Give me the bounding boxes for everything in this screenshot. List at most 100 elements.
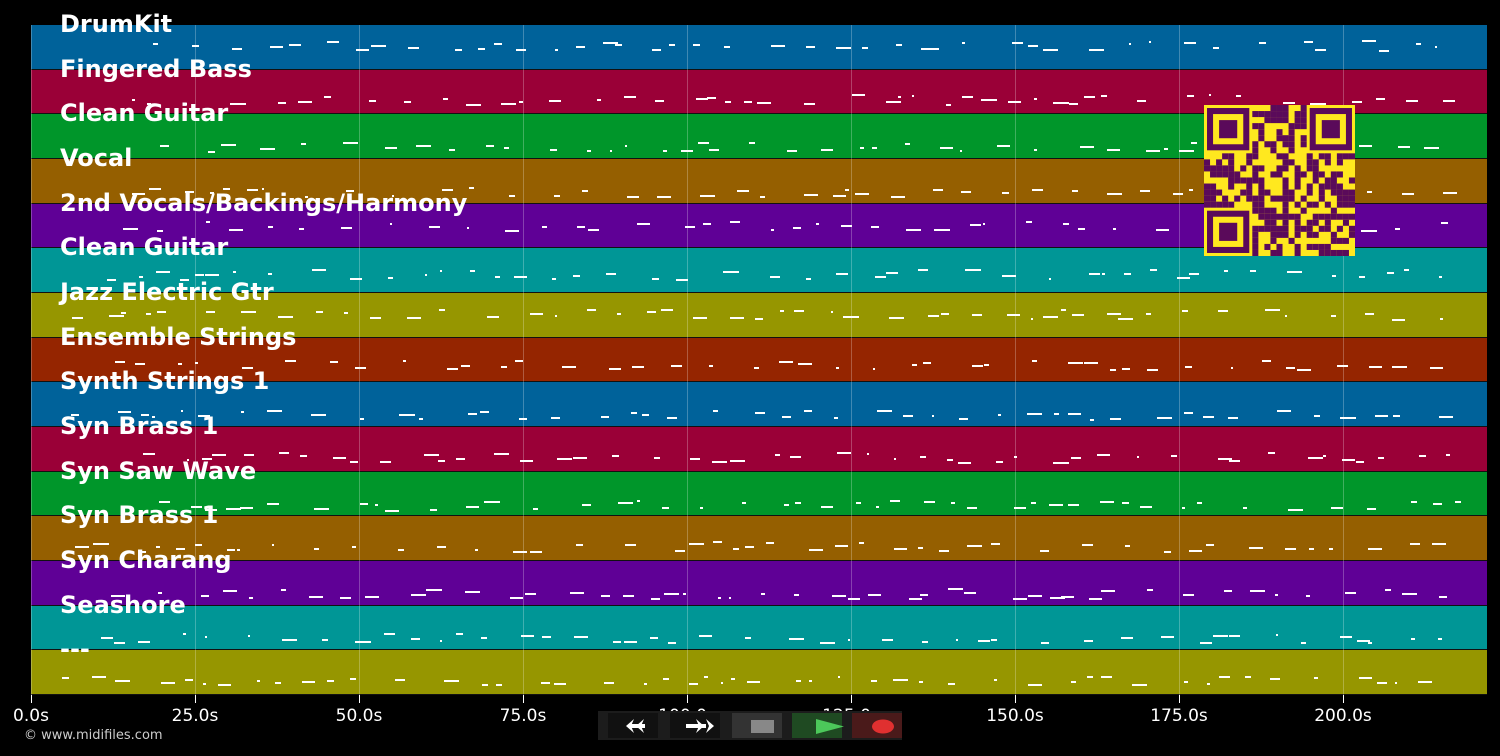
note: [866, 452, 870, 455]
track-label: Clean Guitar: [60, 99, 229, 128]
note: [1107, 149, 1121, 152]
note: [890, 500, 901, 503]
axis-tick: [523, 695, 524, 703]
play-button[interactable]: [792, 713, 844, 738]
track-lane[interactable]: [31, 516, 1487, 562]
note: [1031, 189, 1044, 192]
note: [423, 453, 440, 456]
note: [221, 144, 236, 147]
note: [1184, 411, 1193, 414]
note: [266, 502, 280, 505]
note: [1033, 148, 1038, 151]
track-lane[interactable]: [31, 382, 1487, 428]
fast-forward-button[interactable]: [670, 713, 720, 738]
note: [1080, 145, 1094, 148]
note: [939, 549, 950, 552]
track-lane[interactable]: [31, 471, 1487, 517]
track-label: Seashore: [60, 590, 186, 619]
note: [1088, 597, 1103, 600]
note: [995, 461, 1004, 464]
note: [533, 507, 538, 510]
note: [310, 414, 326, 417]
note: [1026, 221, 1032, 224]
axis-tick: [851, 695, 852, 703]
grid-line: [851, 25, 852, 695]
note: [132, 193, 146, 196]
note: [513, 551, 527, 554]
track-lane[interactable]: [31, 650, 1487, 696]
note: [771, 228, 775, 231]
note: [624, 95, 636, 98]
track-lane[interactable]: [31, 293, 1487, 338]
note: [1432, 542, 1447, 545]
note: [468, 413, 478, 416]
axis-tick-label: 25.0s: [171, 706, 219, 726]
note: [158, 500, 170, 503]
track-lane[interactable]: [31, 337, 1487, 383]
axis-tick-label: 50.0s: [335, 706, 383, 726]
note: [299, 228, 304, 231]
note: [1181, 310, 1188, 313]
stop-button[interactable]: [732, 713, 782, 738]
note: [132, 99, 135, 102]
note: [1285, 547, 1296, 550]
note: [278, 316, 294, 319]
track-lane[interactable]: [31, 605, 1487, 651]
note: [703, 676, 708, 679]
note: [948, 588, 963, 591]
note: [871, 225, 880, 228]
note: [794, 593, 800, 596]
note: [624, 144, 628, 147]
note: [461, 364, 470, 367]
note: [1013, 455, 1017, 458]
note: [905, 143, 911, 146]
record-button[interactable]: [852, 713, 902, 738]
note: [1129, 42, 1132, 45]
note: [428, 225, 440, 228]
note: [1340, 417, 1357, 420]
note: [269, 46, 284, 49]
note: [256, 679, 260, 682]
note: [205, 635, 208, 638]
track-lane[interactable]: [31, 561, 1487, 606]
note: [114, 642, 126, 645]
qr-code: [1204, 105, 1355, 256]
note: [732, 548, 739, 551]
note: [494, 43, 503, 46]
note: [652, 49, 662, 52]
note: [905, 229, 922, 232]
note: [795, 679, 801, 682]
note: [184, 191, 195, 194]
note: [1102, 273, 1106, 276]
note: [991, 543, 1001, 546]
note: [426, 589, 443, 592]
note: [1072, 189, 1078, 192]
track-lane[interactable]: [31, 25, 1487, 70]
rewind-button[interactable]: [608, 713, 658, 738]
note: [957, 461, 971, 464]
note: [1109, 417, 1121, 420]
track-lane[interactable]: [31, 427, 1487, 472]
note: [1275, 634, 1278, 637]
note: [569, 591, 585, 594]
note: [651, 277, 660, 280]
note: [121, 311, 126, 314]
note: [1287, 509, 1304, 512]
note: [1157, 417, 1172, 420]
note: [449, 149, 455, 152]
note: [198, 414, 210, 417]
note: [708, 148, 719, 151]
note: [1008, 100, 1021, 103]
note: [389, 223, 392, 226]
note: [1265, 309, 1280, 312]
note: [1368, 366, 1383, 369]
note: [723, 271, 739, 274]
note: [1269, 677, 1280, 680]
note: [641, 413, 649, 416]
note: [370, 45, 386, 48]
note: [1113, 227, 1116, 230]
note: [1218, 675, 1231, 678]
note: [1376, 98, 1386, 101]
note: [1137, 456, 1140, 459]
note: [612, 640, 621, 643]
